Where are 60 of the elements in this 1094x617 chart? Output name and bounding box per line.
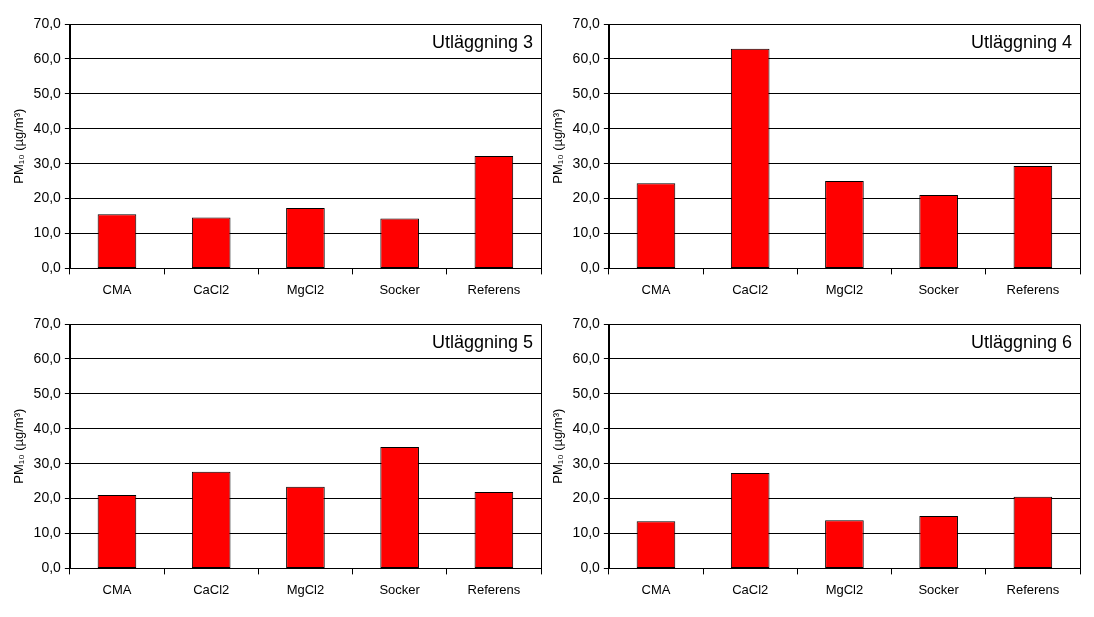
y-tick-label: 60,0 [33,49,62,66]
y-tick-label: 0,0 [580,259,601,276]
x-tick-label: CaCl2 [732,581,769,597]
y-tick-label: 60,0 [572,349,601,366]
y-tick-label: 0,0 [41,259,62,276]
y-tick-label: 70,0 [33,314,62,331]
y-tick-label: 40,0 [572,119,601,136]
x-tick-label: CaCl2 [193,581,230,597]
x-tick-label: Socker [918,581,960,597]
y-axis-title: PM₁₀ (µg/m³) [550,108,566,184]
y-tick-label: 50,0 [572,384,601,401]
y-tick-label: 10,0 [33,224,62,241]
text: Utläggning 5 [431,331,533,352]
y-tick-label: 30,0 [572,154,601,171]
y-tick-label: 30,0 [572,454,601,471]
y-tick-label: 10,0 [572,224,601,241]
x-tick-label: Referens [1006,581,1060,597]
y-tick-label: 40,0 [33,119,62,136]
x-tick-label: CMA [102,281,132,297]
x-tick-label: MgCl2 [286,581,325,597]
x-tick-label: CaCl2 [732,281,769,297]
x-tick-label: CMA [102,581,132,597]
x-tick-label: Referens [467,581,521,597]
y-tick-label: 50,0 [33,84,62,101]
y-tick-label: 70,0 [33,14,62,31]
y-axis-title: PM₁₀ (µg/m³) [11,408,27,484]
y-tick-label: 20,0 [572,489,601,506]
x-tick-label: CMA [641,281,671,297]
x-tick-label: Socker [379,281,421,297]
y-tick-label: 40,0 [572,419,601,436]
y-tick-label: 60,0 [33,349,62,366]
y-tick-label: 20,0 [33,189,62,206]
y-tick-label: 10,0 [572,524,601,541]
text: Utläggning 6 [970,331,1072,352]
y-tick-label: 20,0 [572,189,601,206]
y-tick-label: 30,0 [33,154,62,171]
y-axis-title: PM₁₀ (µg/m³) [550,408,566,484]
y-tick-label: 40,0 [33,419,62,436]
y-tick-label: 70,0 [572,14,601,31]
y-tick-label: 50,0 [572,84,601,101]
x-tick-label: MgCl2 [286,281,325,297]
text: Utläggning 3 [431,31,533,52]
x-tick-label: MgCl2 [825,581,864,597]
x-tick-label: Socker [918,281,960,297]
x-tick-label: Referens [1006,281,1060,297]
y-tick-label: 60,0 [572,49,601,66]
y-tick-label: 10,0 [33,524,62,541]
text: Utläggning 4 [970,31,1072,52]
x-tick-label: CMA [641,581,671,597]
y-tick-label: 20,0 [33,489,62,506]
y-tick-label: 50,0 [33,384,62,401]
y-tick-label: 70,0 [572,314,601,331]
x-tick-label: Referens [467,281,521,297]
x-tick-label: MgCl2 [825,281,864,297]
y-axis-title: PM₁₀ (µg/m³) [11,108,27,184]
x-tick-label: Socker [379,581,421,597]
y-tick-label: 30,0 [33,454,62,471]
y-tick-label: 0,0 [580,559,601,576]
y-tick-label: 0,0 [41,559,62,576]
x-tick-label: CaCl2 [193,281,230,297]
